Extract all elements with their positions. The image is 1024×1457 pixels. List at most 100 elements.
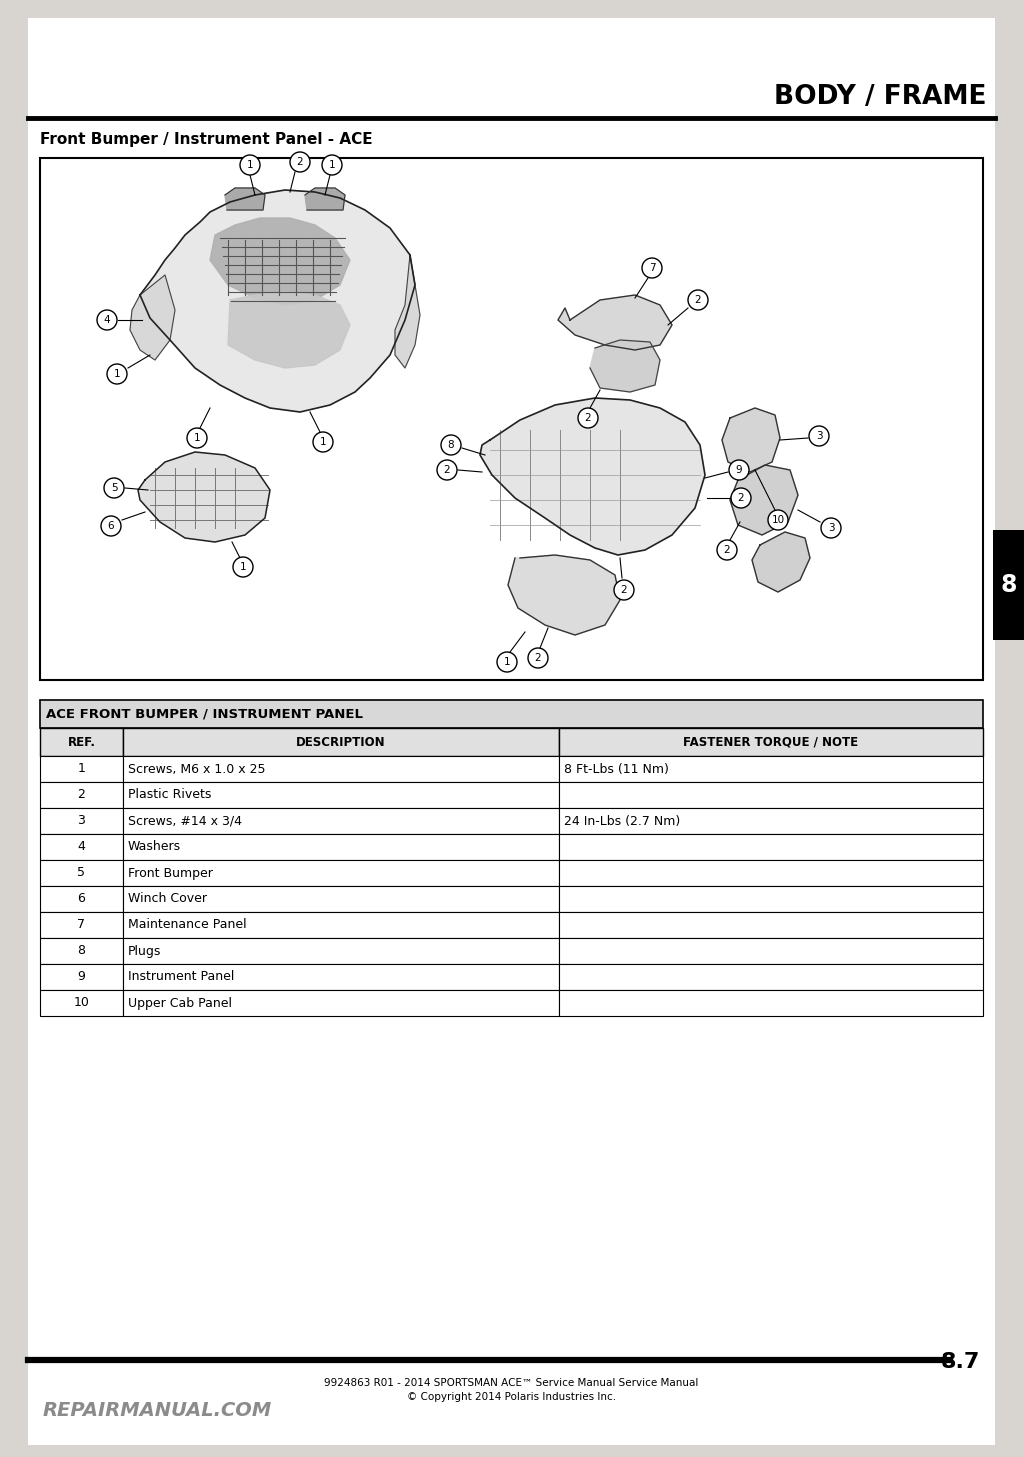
Text: 9924863 R01 - 2014 SPORTSMAN ACE™ Service Manual Service Manual: 9924863 R01 - 2014 SPORTSMAN ACE™ Servic… [325, 1378, 698, 1389]
Text: Front Bumper: Front Bumper [128, 867, 213, 880]
Bar [40, 157, 983, 680]
Circle shape [528, 648, 548, 667]
Polygon shape [130, 275, 175, 360]
Text: 3: 3 [816, 431, 822, 441]
Text: 10: 10 [771, 514, 784, 525]
Circle shape [290, 152, 310, 172]
Text: 8 Ft-Lbs (11 Nm): 8 Ft-Lbs (11 Nm) [563, 762, 669, 775]
Text: 2: 2 [737, 492, 744, 503]
Circle shape [768, 510, 788, 530]
Text: 1: 1 [504, 657, 510, 667]
Polygon shape [508, 555, 620, 635]
Bar [123, 809, 559, 833]
Circle shape [578, 408, 598, 428]
Text: Front Bumper / Instrument Panel - ACE: Front Bumper / Instrument Panel - ACE [40, 133, 373, 147]
Polygon shape [140, 189, 415, 412]
Circle shape [97, 310, 117, 329]
Circle shape [437, 460, 457, 479]
Text: Washers: Washers [128, 841, 181, 854]
Polygon shape [210, 219, 350, 305]
Text: 4: 4 [78, 841, 85, 854]
Circle shape [809, 425, 829, 446]
Bar [559, 860, 983, 886]
Bar [123, 912, 559, 938]
Bar [123, 989, 559, 1016]
Bar [123, 938, 559, 965]
Text: 5: 5 [111, 484, 118, 492]
Text: Plugs: Plugs [128, 944, 162, 957]
Bar [40, 756, 123, 782]
Bar [40, 912, 123, 938]
Polygon shape [722, 408, 780, 472]
Text: 3: 3 [78, 814, 85, 828]
Bar [123, 965, 559, 989]
Bar [559, 989, 983, 1016]
Text: 2: 2 [78, 788, 85, 801]
Text: 8.7: 8.7 [941, 1352, 980, 1372]
Bar [559, 938, 983, 965]
Bar [559, 756, 983, 782]
Text: © Copyright 2014 Polaris Industries Inc.: © Copyright 2014 Polaris Industries Inc. [407, 1391, 616, 1402]
Text: 6: 6 [78, 893, 85, 905]
Text: Winch Cover: Winch Cover [128, 893, 207, 905]
Circle shape [240, 154, 260, 175]
Text: 1: 1 [114, 369, 120, 379]
Bar [559, 965, 983, 989]
Bar [559, 728, 983, 756]
Bar [559, 782, 983, 809]
Bar [40, 809, 123, 833]
Circle shape [101, 516, 121, 536]
Circle shape [313, 431, 333, 452]
Bar [559, 809, 983, 833]
Text: 5: 5 [78, 867, 85, 880]
Text: 7: 7 [648, 264, 655, 272]
Text: 1: 1 [194, 433, 201, 443]
Text: Maintenance Panel: Maintenance Panel [128, 918, 247, 931]
Text: Instrument Panel: Instrument Panel [128, 970, 234, 983]
Circle shape [104, 478, 124, 498]
Bar [123, 860, 559, 886]
Text: 2: 2 [621, 586, 628, 594]
Text: ACE FRONT BUMPER / INSTRUMENT PANEL: ACE FRONT BUMPER / INSTRUMENT PANEL [46, 708, 362, 721]
Text: FASTENER TORQUE / NOTE: FASTENER TORQUE / NOTE [683, 736, 858, 749]
Circle shape [642, 258, 662, 278]
Text: 10: 10 [74, 997, 89, 1010]
Bar [40, 938, 123, 965]
Circle shape [187, 428, 207, 447]
Text: Screws, M6 x 1.0 x 25: Screws, M6 x 1.0 x 25 [128, 762, 265, 775]
Text: 24 In-Lbs (2.7 Nm): 24 In-Lbs (2.7 Nm) [563, 814, 680, 828]
Polygon shape [752, 532, 810, 592]
Circle shape [731, 488, 751, 508]
Bar [993, 530, 1024, 640]
Text: 6: 6 [108, 522, 115, 530]
Text: DESCRIPTION: DESCRIPTION [296, 736, 386, 749]
Text: 1: 1 [78, 762, 85, 775]
Text: 2: 2 [585, 412, 591, 423]
Bar [40, 860, 123, 886]
Text: Upper Cab Panel: Upper Cab Panel [128, 997, 232, 1010]
Text: 3: 3 [827, 523, 835, 533]
Text: 1: 1 [329, 160, 335, 170]
Circle shape [497, 651, 517, 672]
Text: 2: 2 [443, 465, 451, 475]
Text: 9: 9 [78, 970, 85, 983]
Bar [40, 833, 123, 860]
Text: 7: 7 [78, 918, 85, 931]
Bar [123, 756, 559, 782]
Text: 2: 2 [297, 157, 303, 168]
Polygon shape [305, 188, 345, 210]
Polygon shape [590, 339, 660, 392]
Bar [40, 886, 123, 912]
Text: REPAIRMANUAL.COM: REPAIRMANUAL.COM [43, 1402, 272, 1421]
Bar [559, 886, 983, 912]
Text: 8: 8 [1000, 573, 1017, 597]
Polygon shape [228, 291, 350, 369]
Circle shape [688, 290, 708, 310]
Text: 8: 8 [447, 440, 455, 450]
Text: BODY / FRAME: BODY / FRAME [774, 85, 987, 109]
Text: 2: 2 [694, 294, 701, 305]
Circle shape [233, 557, 253, 577]
Circle shape [821, 519, 841, 538]
Text: 1: 1 [247, 160, 253, 170]
Text: 1: 1 [319, 437, 327, 447]
